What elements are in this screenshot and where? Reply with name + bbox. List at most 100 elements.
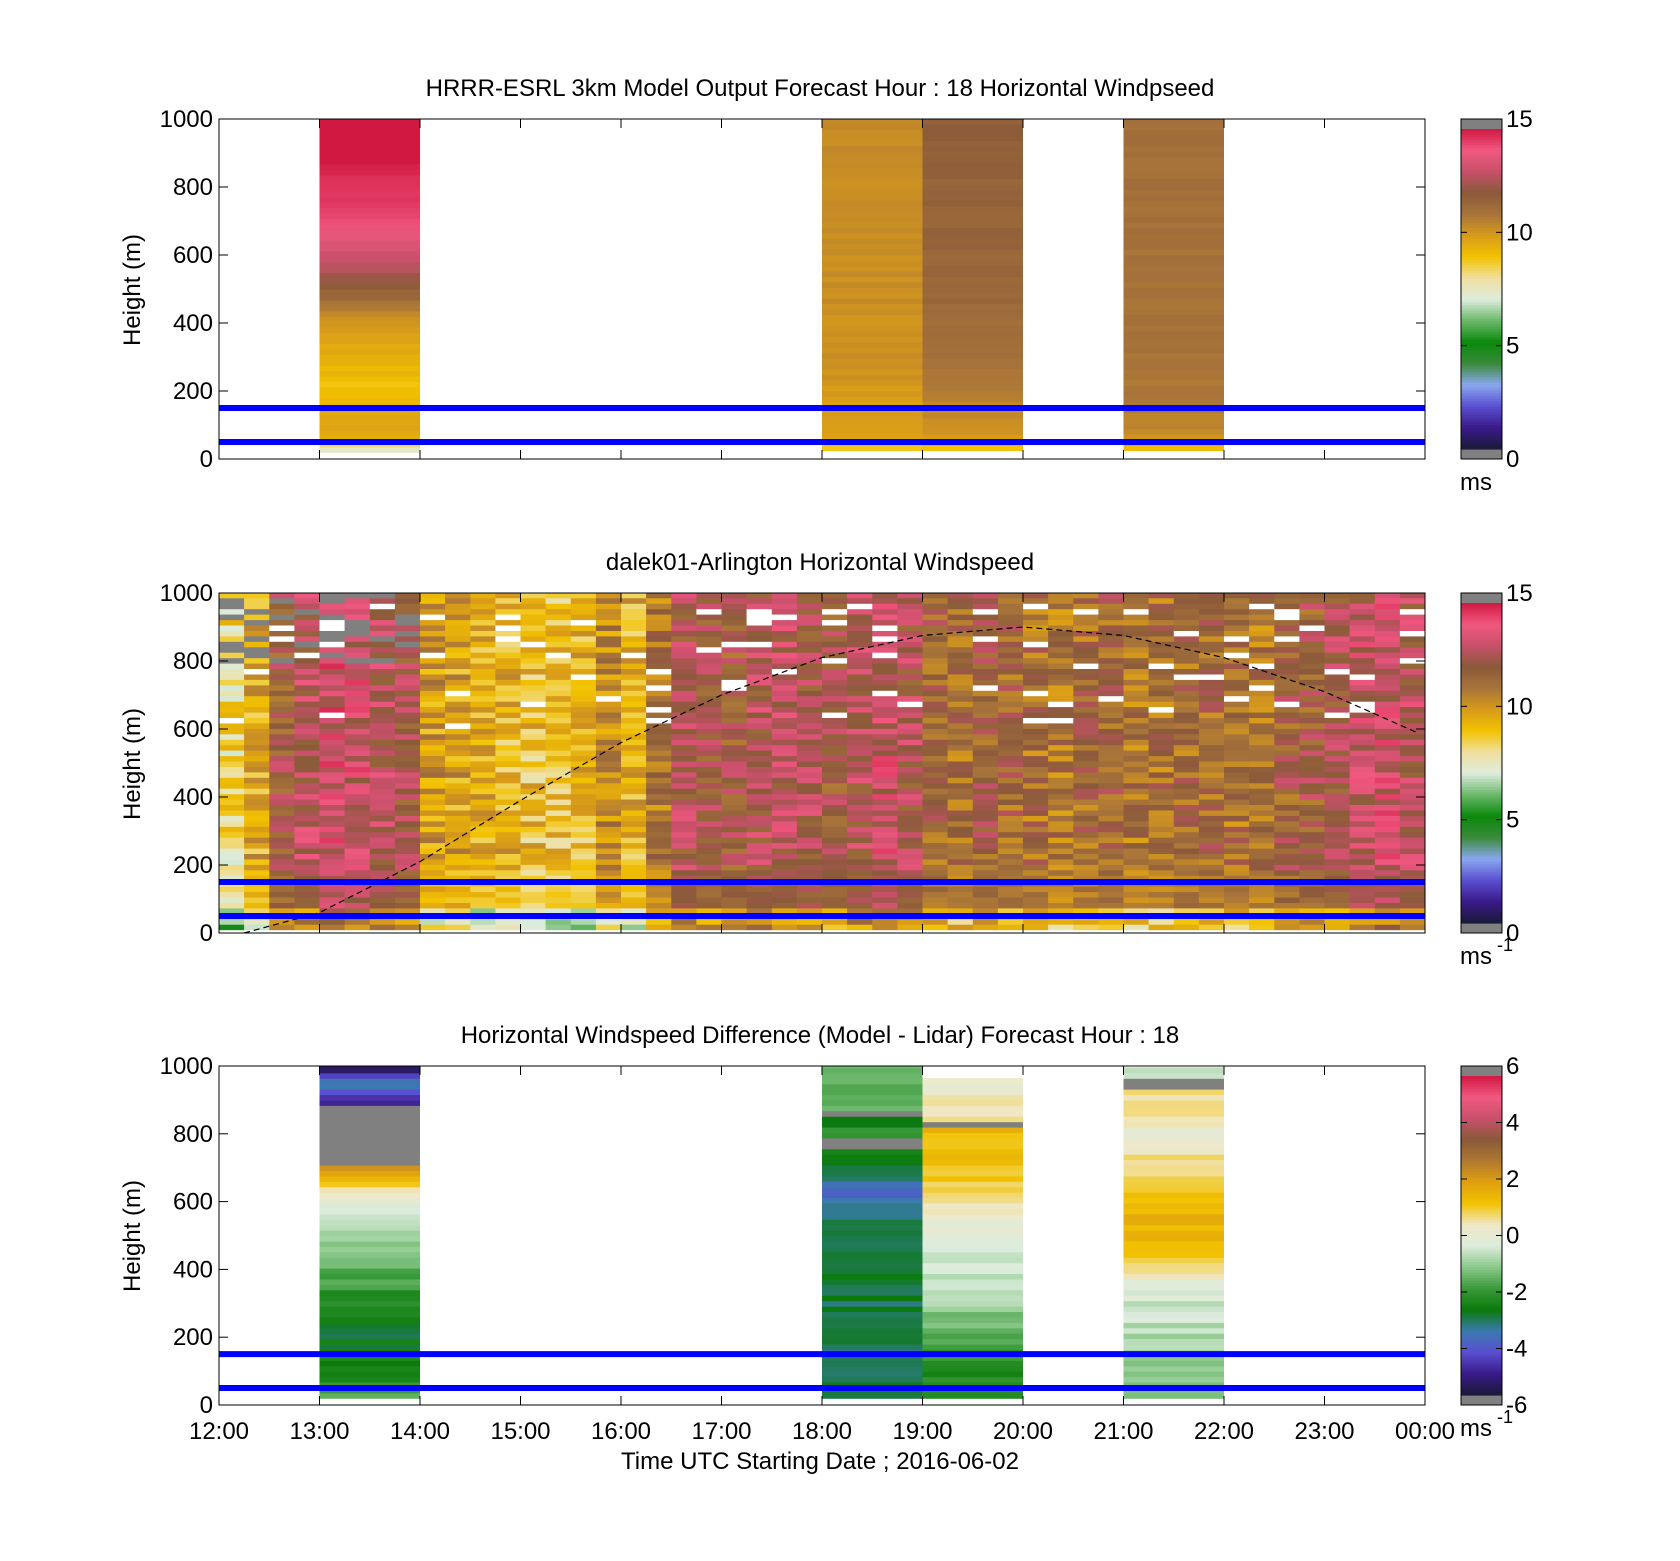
heatmap-cell (671, 630, 697, 637)
heatmap-cell (545, 831, 572, 838)
heatmap-cell (796, 761, 823, 767)
heatmap-cell (822, 771, 848, 778)
heatmap-cell (319, 256, 420, 263)
colorbar-segment (1461, 1121, 1502, 1125)
heatmap-cell (972, 652, 999, 659)
heatmap-cell (1023, 733, 1049, 740)
heatmap-cell (922, 167, 1023, 174)
heatmap-cell (595, 593, 622, 599)
heatmap-cell (721, 799, 748, 805)
heatmap-cell (922, 1094, 1023, 1101)
heatmap-cell (646, 728, 672, 735)
heatmap-cell (319, 419, 420, 426)
heatmap-cell (319, 1224, 420, 1231)
heatmap-cell (319, 234, 420, 241)
heatmap-cell (771, 864, 798, 871)
colorbar-segment (1461, 803, 1502, 807)
heatmap-cell (1123, 809, 1150, 816)
heatmap-cell (319, 1257, 420, 1264)
heatmap-cell (1399, 902, 1425, 909)
heatmap-cell (1349, 875, 1376, 882)
heatmap-cell (1148, 712, 1175, 718)
heatmap-cell (244, 619, 270, 626)
heatmap-cell (1123, 1344, 1224, 1350)
heatmap-cell (696, 809, 722, 816)
heatmap-cell (420, 858, 446, 865)
y-axis-label: Height (m) (119, 234, 146, 346)
heatmap-cell (570, 614, 597, 621)
heatmap-cell (244, 842, 270, 849)
heatmap-cell (1173, 793, 1200, 800)
heatmap-cell (1123, 1295, 1224, 1302)
colorbar-segment (1461, 741, 1502, 745)
heatmap-cell (847, 668, 873, 675)
heatmap-cell (445, 815, 471, 822)
heatmap-cell (344, 924, 371, 931)
colorbar-segment (1461, 1328, 1502, 1332)
heatmap-cell (319, 343, 420, 350)
heatmap-cell (822, 265, 923, 272)
heatmap-cell (822, 1203, 923, 1209)
colorbar-segment (1461, 701, 1502, 705)
heatmap-cell (344, 831, 371, 838)
colorbar-segment (1461, 371, 1502, 375)
heatmap-cell (344, 717, 371, 724)
colorbar-segment (1461, 805, 1502, 809)
heatmap-cell (570, 907, 597, 914)
heatmap-cell (1349, 788, 1376, 795)
heatmap-cell (445, 739, 471, 746)
heatmap-cell (545, 886, 572, 893)
heatmap-cell (470, 907, 496, 914)
heatmap-cell (1073, 630, 1099, 637)
heatmap-cell (244, 597, 270, 604)
heatmap-cell (420, 603, 446, 610)
heatmap-cell (319, 218, 420, 225)
heatmap-cell (1123, 162, 1224, 169)
heatmap-cell (545, 897, 572, 903)
heatmap-cell (746, 793, 773, 800)
heatmap-cell (771, 603, 798, 610)
heatmap-cell (545, 619, 572, 626)
colorbar-segment (1461, 406, 1502, 410)
heatmap-cell (671, 657, 697, 664)
heatmap-cell (1274, 766, 1300, 773)
heatmap-cell (1123, 717, 1150, 724)
heatmap-cell (319, 722, 346, 729)
heatmap-cell (394, 907, 421, 914)
heatmap-cell (394, 614, 421, 621)
heatmap-cell (1123, 864, 1150, 871)
heatmap-cell (671, 918, 697, 925)
heatmap-cell (872, 722, 898, 729)
heatmap-cell (1399, 652, 1425, 659)
heatmap-cell (219, 869, 245, 876)
colorbar-segment (1461, 1379, 1502, 1383)
colorbar-segment (1461, 1131, 1502, 1136)
colorbar-cap (1461, 1395, 1502, 1405)
heatmap-cell (646, 646, 672, 653)
heatmap-cell (671, 635, 697, 642)
heatmap-cell (822, 788, 848, 795)
heatmap-cell (1123, 1083, 1224, 1090)
heatmap-cell (1123, 1381, 1224, 1388)
heatmap-cell (822, 1289, 923, 1296)
heatmap-cell (1224, 701, 1250, 708)
heatmap-cell (269, 712, 295, 718)
heatmap-cell (470, 668, 496, 675)
heatmap-cell (997, 815, 1024, 822)
heatmap-cell (796, 891, 823, 898)
colorbar-segment (1461, 611, 1502, 615)
heatmap-cell (621, 593, 647, 599)
heatmap-cell (1374, 826, 1401, 833)
heatmap-cell (847, 782, 873, 789)
heatmap-cell (1249, 728, 1275, 735)
heatmap-cell (1173, 717, 1200, 724)
heatmap-cell (294, 837, 320, 844)
heatmap-cell (721, 597, 748, 604)
heatmap-cell (1148, 641, 1175, 648)
heatmap-cell (771, 782, 798, 789)
heatmap-cell (1324, 891, 1351, 898)
heatmap-cell (947, 831, 974, 838)
heatmap-cell (822, 712, 848, 718)
heatmap-cell (922, 848, 949, 854)
colorbar-segment (1461, 1224, 1502, 1229)
